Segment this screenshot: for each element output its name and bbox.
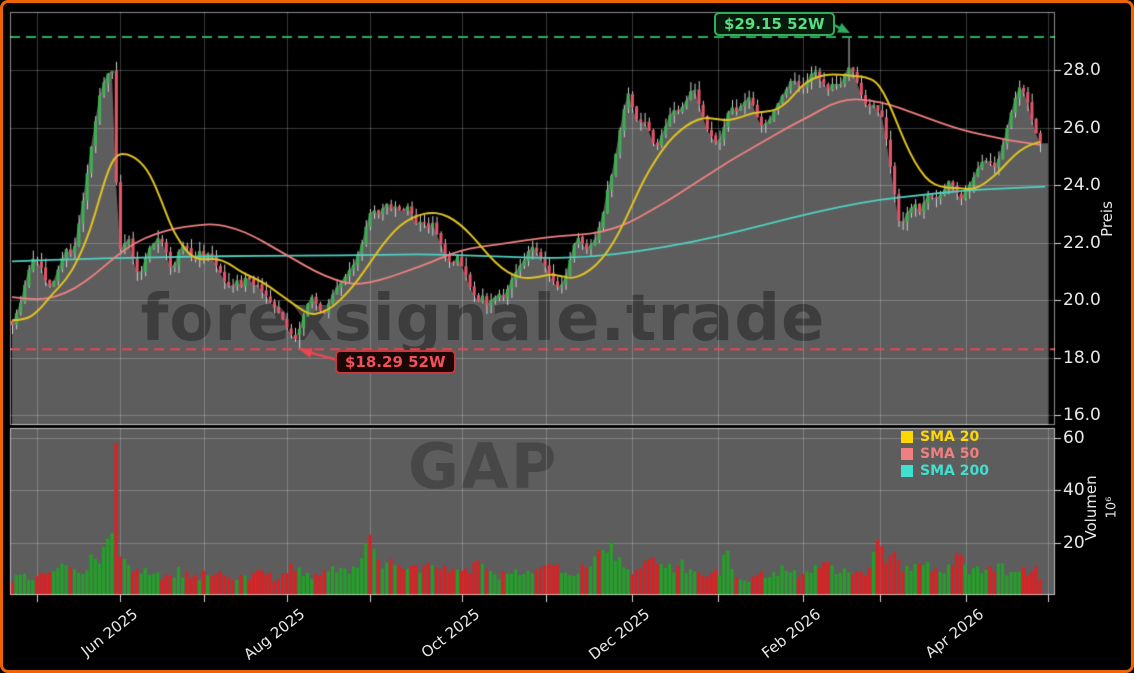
- price-axis-tick: 16.0: [1063, 405, 1101, 426]
- legend-label: SMA 200: [920, 462, 989, 479]
- price-axis-tick: 26.0: [1063, 117, 1101, 138]
- low-52w-annotation: $18.29 52W: [335, 350, 456, 374]
- volume-axis-tick: 40: [1063, 480, 1085, 501]
- legend-item: SMA 200: [901, 462, 989, 479]
- legend-label: SMA 50: [920, 445, 980, 462]
- legend-swatch-icon: [901, 447, 913, 460]
- legend-item: SMA 50: [901, 445, 989, 462]
- price-axis-tick: 20.0: [1063, 290, 1101, 311]
- volume-axis-tick: 20: [1063, 532, 1085, 553]
- price-axis-tick: 24.0: [1063, 175, 1101, 196]
- price-axis-tick: 18.0: [1063, 347, 1101, 368]
- legend-item: SMA 20: [901, 428, 989, 445]
- volume-axis-title: Volumen: [1082, 475, 1100, 541]
- price-axis-tick: 28.0: [1063, 60, 1101, 81]
- legend-label: SMA 20: [920, 428, 980, 445]
- legend: SMA 20 SMA 50 SMA 200: [901, 428, 989, 479]
- high-52w-annotation: $29.15 52W: [714, 12, 835, 36]
- price-axis-tick: 22.0: [1063, 232, 1101, 253]
- legend-swatch-icon: [901, 464, 913, 477]
- legend-swatch-icon: [901, 430, 913, 443]
- volume-axis-tick: 60: [1063, 427, 1085, 448]
- volume-axis-multiplier: 10⁶: [1104, 496, 1120, 519]
